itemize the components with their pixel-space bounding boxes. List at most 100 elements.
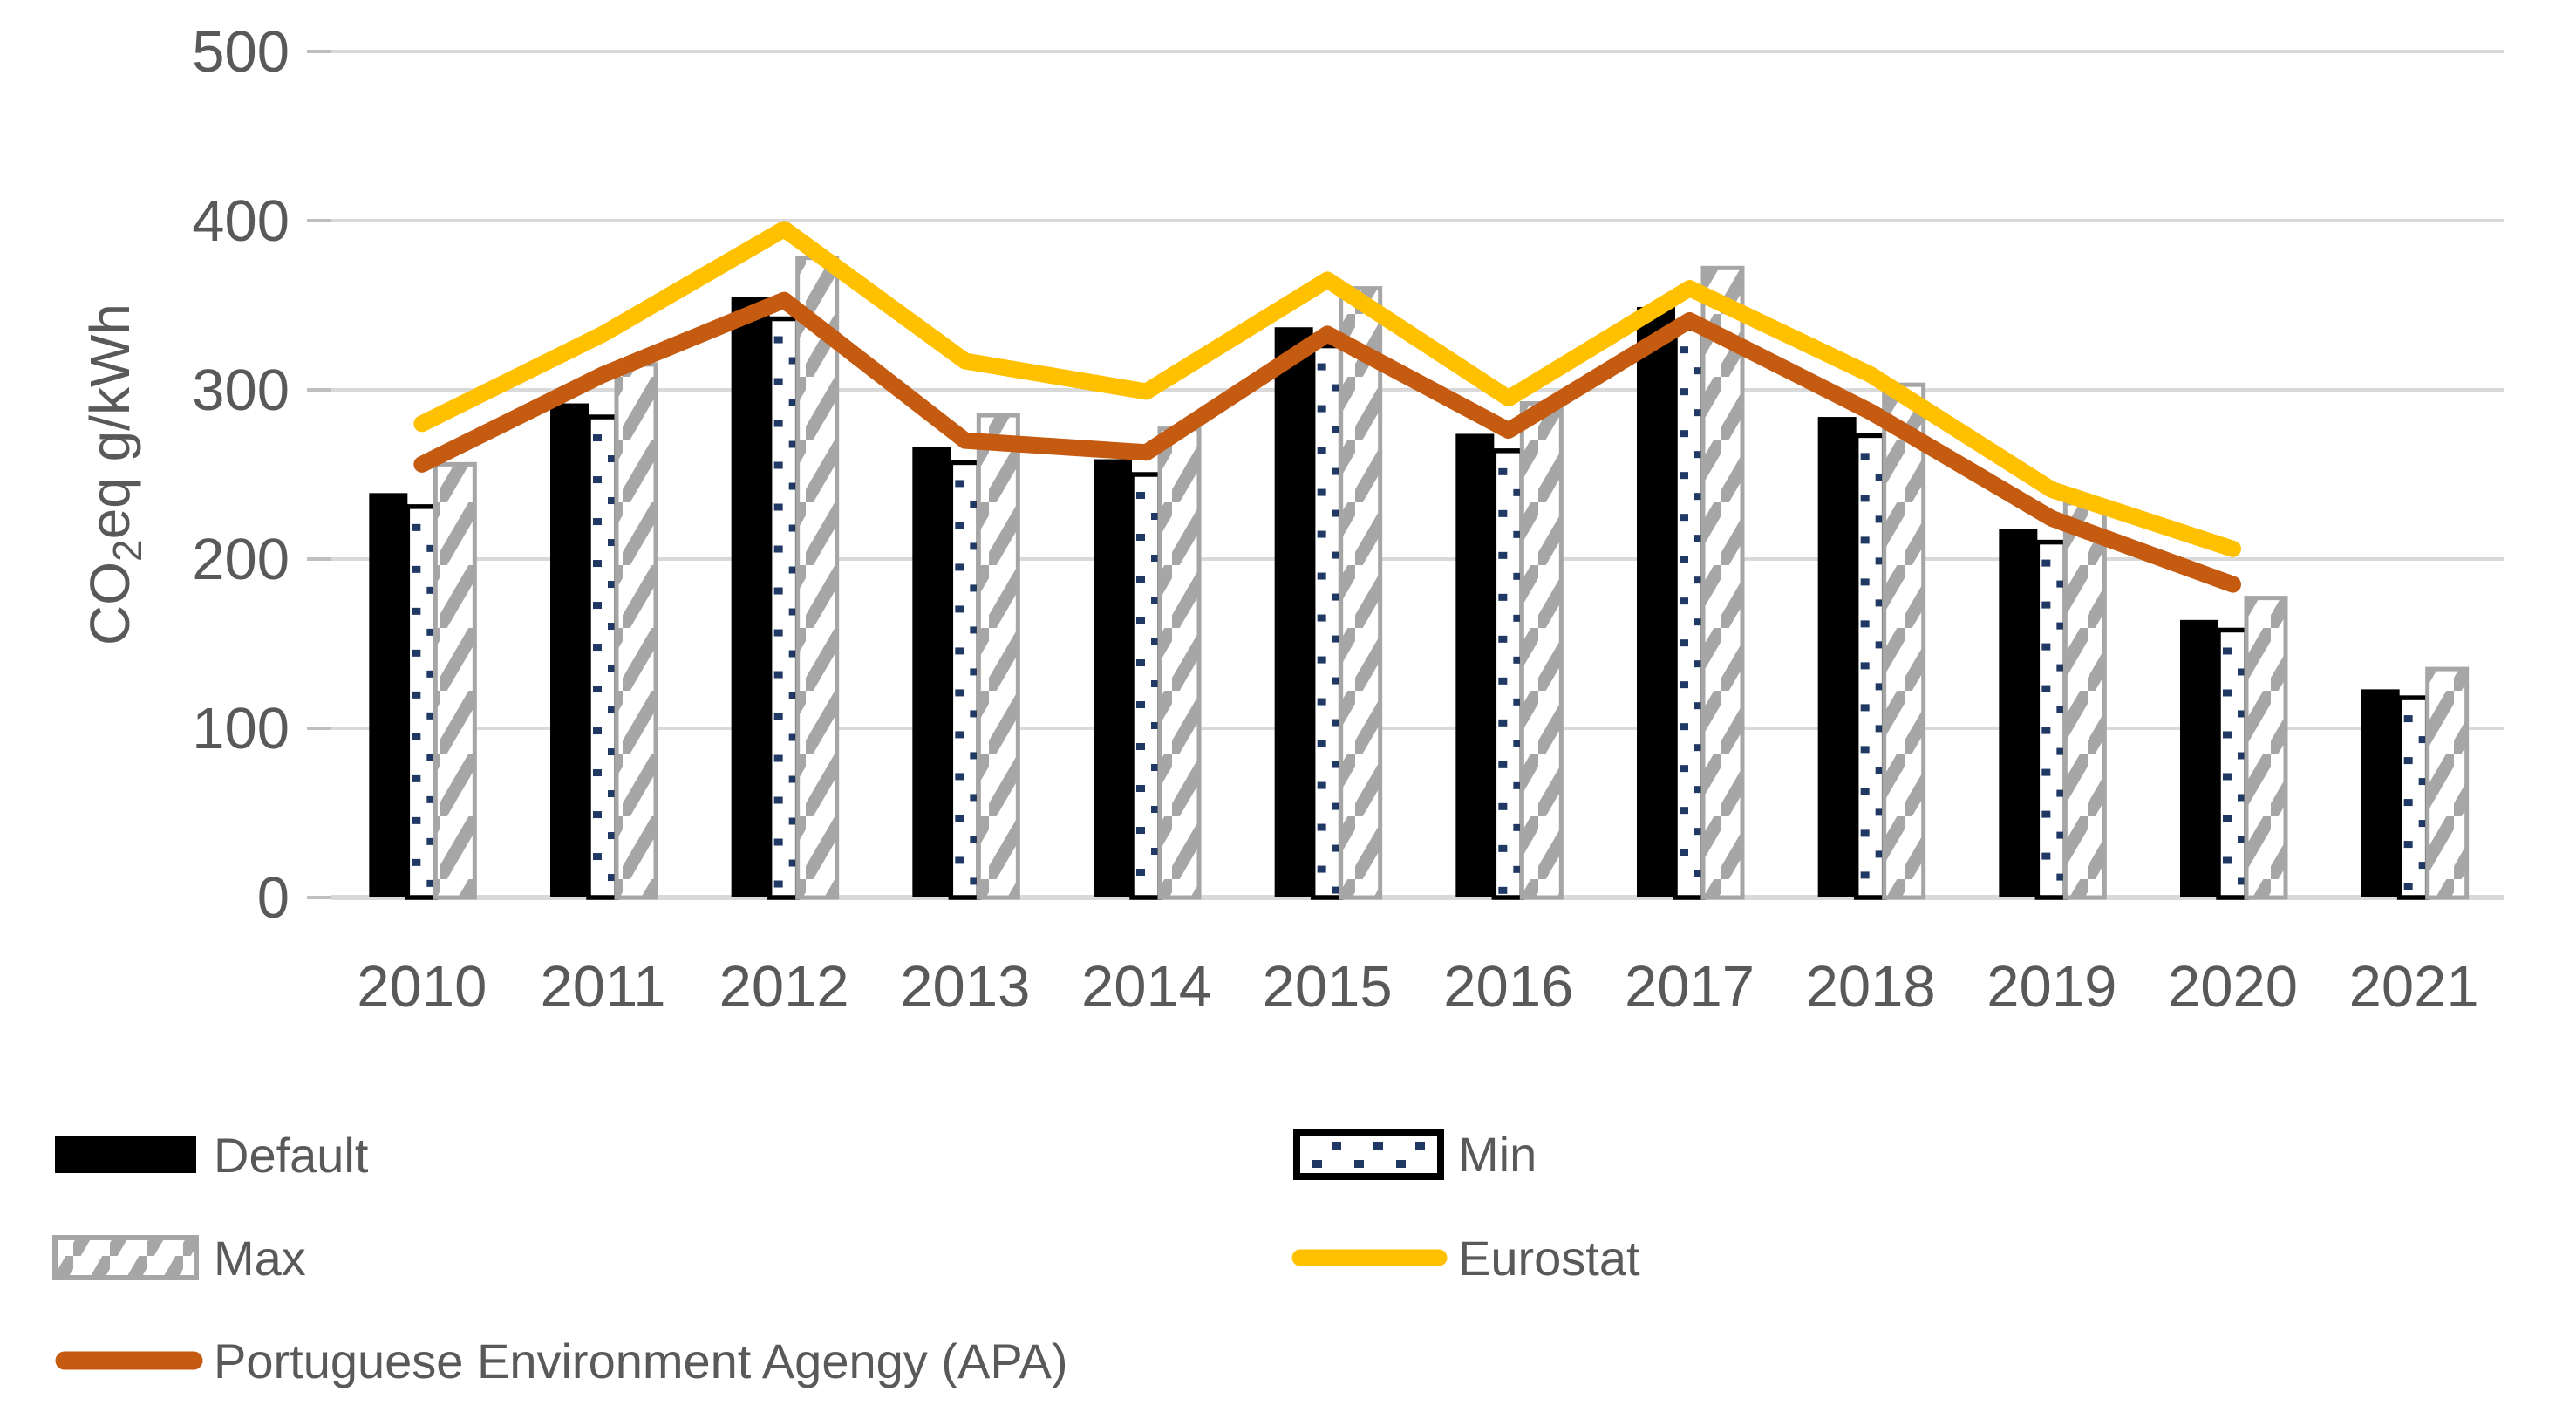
bar-min-2019-dot [2041, 768, 2051, 776]
bar-max-2016 [1519, 401, 1564, 900]
bar-min-2011-dot [593, 518, 602, 526]
bar-min-2012-dot [788, 817, 798, 825]
gridlines [307, 50, 2504, 900]
bar-min-2013-dot [970, 877, 979, 885]
bar-min-2013-dot [970, 710, 979, 718]
bar-min-2012-dot [773, 545, 783, 553]
bar-min-2013-dot [955, 689, 964, 697]
bar-max-2017 [1700, 265, 1745, 900]
bar-min-2016-dot [1513, 781, 1523, 789]
bar-min-2021-dot [2403, 757, 2413, 765]
bar-min-2015-dot [1332, 467, 1341, 475]
bar-min-2012-dot [773, 378, 783, 385]
bar-min-2011-dot [593, 644, 602, 652]
bar-default-2011 [550, 403, 589, 897]
bar-min-2017-dot [1680, 597, 1688, 605]
bar-min-2014-dot [1136, 743, 1145, 750]
bar-min-2018-dot [1875, 557, 1884, 565]
bar-min-2015-dot [1332, 719, 1341, 727]
bar-min-2020-dot [2223, 647, 2232, 655]
bar-min-2018-dot [1860, 662, 1870, 670]
bar-min-2017-dot [1680, 681, 1688, 689]
bar-min-2012 [767, 316, 801, 900]
bar-min-2012-dot [773, 503, 783, 511]
bar-min-2017-dot [1694, 576, 1703, 584]
bar-min-2017-dot [1694, 702, 1703, 710]
bar-min-2015 [1310, 343, 1344, 900]
bar-min-2013-dot [955, 605, 964, 613]
bar-min-2012-dot [773, 713, 783, 720]
bar-min-2016-dot [1498, 593, 1508, 601]
x-tick-label-2010: 2010 [357, 954, 487, 1020]
bar-min-2018-dot [1875, 725, 1884, 733]
bar-min-2017-dot [1680, 807, 1688, 815]
y-axis-labels: 0 100 200 300 400 500 [192, 19, 290, 931]
bar-min-2014-dot [1136, 827, 1145, 834]
bar-min-2011-dot [608, 706, 617, 714]
bar-default-2013 [912, 447, 951, 897]
bar-max-2019 [2062, 501, 2107, 900]
bar-min-2020-dot [2223, 856, 2232, 864]
bar-min-2010 [405, 504, 439, 900]
bar-min-2016 [1491, 448, 1525, 900]
bar-default-2019 [1999, 529, 2038, 897]
bar-max-2014 [1157, 426, 1202, 900]
bar-min-2011-dot [593, 686, 602, 693]
bar-min-2012-dot [788, 650, 798, 658]
bar-min-2021-dot [2418, 736, 2428, 744]
bar-min-2016-dot [1498, 509, 1508, 517]
bar-min-2019-dot [2041, 559, 2051, 567]
bar-default-2018 [1817, 417, 1857, 897]
x-tick-label-2012: 2012 [719, 954, 849, 1020]
bar-min-2019-dot [2041, 685, 2051, 692]
bar-min-2014 [1129, 472, 1162, 900]
bar-default-2012 [731, 297, 770, 897]
bar-min-2012-dot [788, 399, 798, 406]
bar-min-2013-dot [970, 584, 979, 592]
bar-min-2012-dot [773, 629, 783, 637]
bar-default-2016 [1455, 433, 1495, 897]
bar-min-2013-dot [955, 856, 964, 864]
bar-min-2018-dot [1860, 453, 1870, 460]
bar-min-2010-dot [426, 712, 436, 720]
bar-min-2017-dot [1694, 786, 1703, 794]
bar-min-2015-dot [1317, 781, 1326, 789]
bar-min-2012-dot [788, 775, 798, 783]
bar-min-2010-dot [412, 858, 421, 866]
bar-min-2010-dot [412, 816, 421, 824]
bar-min-2019 [2034, 539, 2068, 900]
legend-swatch-max [52, 1235, 199, 1280]
y-axis-title: CO2eq g/kWh [78, 304, 150, 645]
legend-label-default: Default [214, 1128, 369, 1183]
bar-min-2020-dot [2238, 877, 2246, 885]
bar-min-2014-dot [1136, 576, 1145, 583]
bar-min-2019-dot [2041, 727, 2051, 734]
bar-max-2013 [976, 413, 1020, 900]
bar-min-2019-dot [2056, 664, 2066, 672]
bar-min-2014-dot [1136, 492, 1145, 499]
bar-min-2012-dot [788, 357, 798, 365]
bar-min-2012-dot [773, 420, 783, 427]
bar-min-2016-dot [1498, 635, 1508, 643]
bar-min-2016-dot [1498, 886, 1508, 894]
bar-min-2016-dot [1513, 865, 1523, 873]
bar-min-2015-dot [1332, 384, 1341, 392]
bar-min-2011-dot [608, 497, 617, 505]
bar-min-2016-dot [1513, 656, 1523, 664]
bar-min-2016-dot [1513, 572, 1523, 580]
bar-min-2014-dot [1151, 848, 1160, 855]
bar-min-2015-dot [1332, 844, 1341, 852]
bar-min-2010-dot [412, 774, 421, 782]
bar-min-2013-dot [955, 563, 964, 571]
bar-min-2015-dot [1317, 823, 1326, 831]
bar-min-2016-dot [1513, 614, 1523, 622]
bar-default-2017 [1637, 306, 1675, 897]
bar-min-2010-dot [426, 544, 436, 552]
legend-swatches [52, 1129, 1448, 1370]
legend-label-apa: Portuguese Environment Agengy (APA) [214, 1334, 1068, 1388]
bar-max-2010 [433, 461, 477, 900]
bar-min-2011-dot [608, 832, 617, 840]
bar-min-2010-dot [426, 670, 436, 678]
bar-min-2021-dot [2403, 715, 2413, 723]
